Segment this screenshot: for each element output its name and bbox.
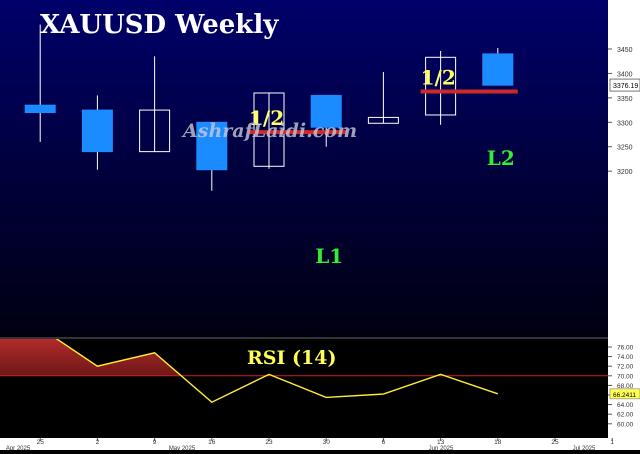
x-axis-tick-label: 25 bbox=[37, 439, 45, 446]
x-axis-tick-label: 25 bbox=[551, 439, 559, 446]
x-axis-month-label: May 2025 bbox=[169, 446, 196, 450]
x-axis-tick-label: 30 bbox=[323, 439, 331, 446]
rsi-current-label: 66.2411 bbox=[613, 392, 636, 399]
candle-body-down bbox=[310, 94, 342, 128]
x-axis-tick-label: 13 bbox=[437, 439, 445, 446]
half-label: 1/2 bbox=[421, 66, 456, 90]
rsi-line bbox=[55, 339, 499, 404]
rsi-axis-tick-label: 68.00 bbox=[617, 383, 634, 390]
rsi-axis-tick-label: 74.00 bbox=[617, 354, 634, 361]
price-axis-tick-label: 3300 bbox=[617, 120, 633, 127]
current-price-tag bbox=[609, 78, 640, 92]
rsi-title: RSI (14) bbox=[247, 347, 336, 369]
price-axis-tick-label: 3200 bbox=[617, 169, 633, 176]
x-axis-tick-label: 18 bbox=[494, 439, 502, 446]
price-panel-background bbox=[0, 0, 608, 338]
candle-body-down bbox=[24, 104, 56, 114]
half-label: 1/2 bbox=[249, 106, 284, 130]
rsi-axis-tick-label: 72.00 bbox=[617, 364, 634, 371]
x-axis-tick-label: 6 bbox=[382, 439, 386, 446]
x-axis-month-label: Apr 2025 bbox=[6, 446, 31, 450]
price-axis-tick-label: 3400 bbox=[617, 71, 633, 78]
price-axis-tick-label: 3250 bbox=[617, 145, 633, 152]
rsi-axis-tick-label: 60.00 bbox=[617, 421, 634, 428]
rsi-current-tag bbox=[609, 388, 640, 400]
price-axis-tick-label: 3450 bbox=[617, 47, 633, 54]
current-price-label: 3376.19 bbox=[613, 83, 638, 90]
chart-title: XAUUSD Weekly bbox=[40, 10, 279, 40]
rsi-axis-tick-label: 62.00 bbox=[617, 412, 634, 419]
candle-body-up bbox=[367, 116, 399, 124]
candle-body-down bbox=[482, 53, 514, 86]
candle-body-up bbox=[425, 56, 457, 116]
x-axis-month-label: Jun 2025 bbox=[429, 446, 454, 450]
x-axis-tick-label: 2 bbox=[96, 439, 100, 446]
candle-body-down bbox=[81, 109, 113, 153]
rsi-axis-tick-label: 76.00 bbox=[617, 345, 634, 352]
rsi-axis-tick-label: 64.00 bbox=[617, 402, 634, 409]
rsi-axis-tick-label: 70.00 bbox=[617, 373, 634, 380]
candle-body-up bbox=[139, 109, 171, 153]
candle-body-up bbox=[253, 92, 285, 167]
x-axis-tick-label: 23 bbox=[265, 439, 273, 446]
level-label: L1 bbox=[315, 244, 343, 268]
x-axis-tick-label: 9 bbox=[153, 439, 157, 446]
x-axis-tick-label: 16 bbox=[208, 439, 216, 446]
y-axis-background bbox=[608, 0, 640, 450]
candle-body-down bbox=[196, 121, 228, 171]
x-axis-tick-label: 1 bbox=[610, 439, 614, 446]
level-label: L2 bbox=[487, 146, 515, 170]
x-axis-background bbox=[0, 438, 608, 450]
x-axis-month-label: Jul 2025 bbox=[573, 446, 596, 450]
watermark: AshrafLaidi.com bbox=[181, 120, 357, 142]
rsi-overbought-area bbox=[0, 339, 445, 376]
price-axis-tick-label: 3350 bbox=[617, 96, 633, 103]
